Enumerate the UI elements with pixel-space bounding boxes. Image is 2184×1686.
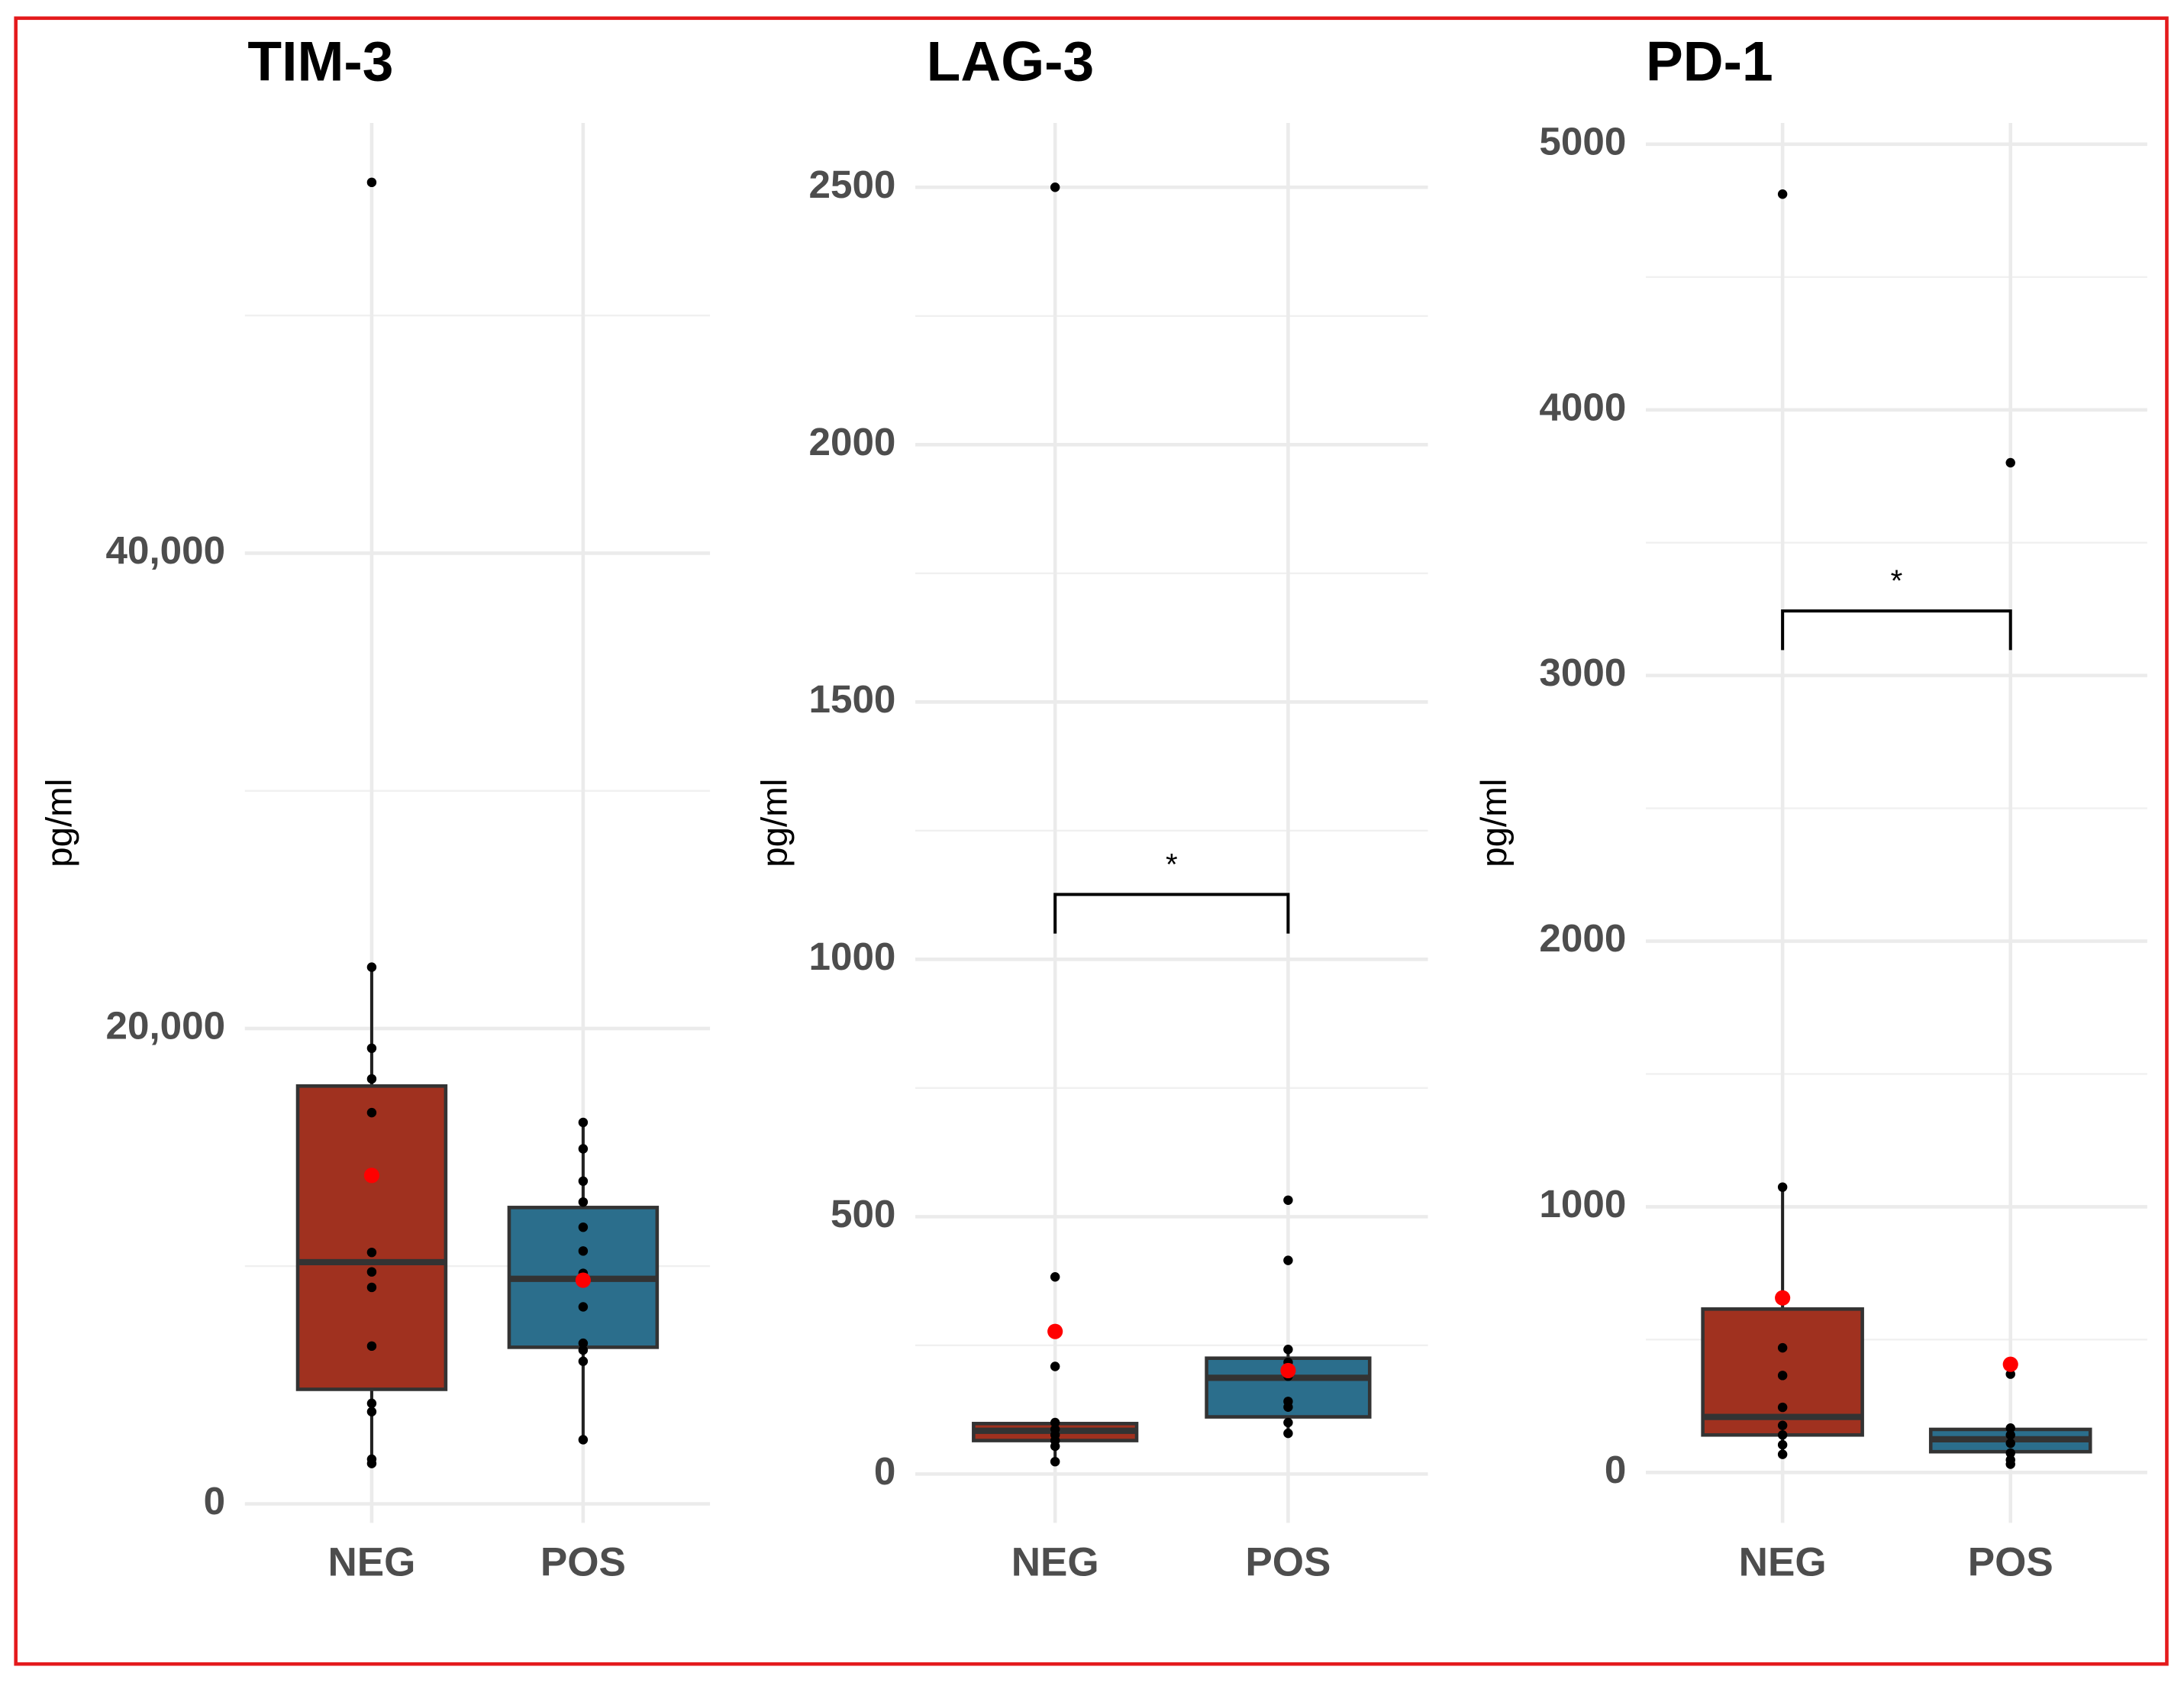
significance-label: *	[1166, 847, 1178, 881]
y-tick-label: 3000	[1539, 651, 1626, 694]
point	[1777, 1402, 1788, 1413]
point	[1777, 1449, 1788, 1459]
x-tick-label: POS	[540, 1539, 626, 1584]
significance-bracket	[1053, 893, 1290, 934]
point	[1050, 1441, 1060, 1452]
mean	[1775, 1290, 1791, 1306]
y-tick-label: 0	[874, 1449, 896, 1493]
point	[2005, 1448, 2015, 1458]
point	[1283, 1428, 1293, 1439]
y-tick-label: 0	[204, 1479, 226, 1523]
point	[1050, 1361, 1060, 1371]
y-axis-label: pg/ml	[1474, 779, 1515, 867]
panel-title: TIM-3	[247, 30, 393, 92]
point	[1283, 1255, 1293, 1265]
point	[1777, 1182, 1788, 1192]
point	[2005, 1430, 2015, 1440]
point	[366, 1043, 377, 1054]
mean	[2002, 1356, 2018, 1372]
y-tick-label: 2000	[1539, 916, 1626, 960]
mean	[1047, 1323, 1063, 1339]
y-tick-label: 0	[1605, 1448, 1627, 1491]
significance-label: *	[1891, 564, 1903, 598]
point	[1283, 1195, 1293, 1206]
point	[578, 1435, 589, 1445]
point	[366, 1407, 377, 1416]
x-tick-label: NEG	[327, 1539, 415, 1584]
significance-bracket	[1781, 609, 2012, 651]
panel-title: PD-1	[1646, 30, 1773, 92]
point	[578, 1356, 589, 1366]
point	[1777, 1420, 1788, 1430]
point	[1777, 1439, 1788, 1450]
point	[1283, 1345, 1293, 1355]
point	[1050, 1456, 1060, 1467]
point	[2005, 1369, 2015, 1379]
y-tick-label: 1000	[1539, 1182, 1626, 1226]
y-tick-label: 4000	[1539, 385, 1626, 428]
mean	[1280, 1362, 1296, 1378]
point	[578, 1246, 589, 1256]
point	[2005, 457, 2015, 468]
point	[578, 1222, 589, 1232]
y-tick-label: 2000	[808, 420, 895, 463]
y-axis-label: pg/ml	[40, 779, 80, 867]
point	[1050, 182, 1060, 192]
point	[1050, 1271, 1060, 1282]
point	[578, 1338, 589, 1348]
point	[578, 1302, 589, 1312]
x-tick-label: NEG	[1011, 1539, 1099, 1584]
y-tick-label: 5000	[1539, 119, 1626, 163]
y-tick-label: 500	[831, 1192, 895, 1235]
x-tick-label: NEG	[1739, 1539, 1827, 1584]
point	[366, 1341, 377, 1352]
point	[2005, 1459, 2015, 1469]
y-axis-label: pg/ml	[754, 779, 795, 867]
x-tick-label: POS	[1968, 1539, 2053, 1584]
point	[366, 1282, 377, 1293]
point	[1283, 1417, 1293, 1428]
point	[366, 1458, 377, 1468]
point	[1777, 1342, 1788, 1353]
point	[366, 1074, 377, 1084]
y-tick-label: 1000	[808, 935, 895, 978]
point	[2005, 1423, 2015, 1433]
point	[366, 177, 377, 188]
point	[578, 1117, 589, 1128]
point	[1283, 1402, 1293, 1412]
point	[578, 1197, 589, 1207]
point	[1777, 1430, 1788, 1440]
y-tick-label: 2500	[808, 163, 895, 206]
point	[1777, 1371, 1788, 1381]
y-tick-label: 1500	[808, 677, 895, 721]
y-tick-label: 20,000	[105, 1003, 225, 1047]
point	[578, 1144, 589, 1154]
point	[578, 1345, 589, 1355]
point	[1777, 189, 1788, 199]
point	[366, 962, 377, 972]
panel-title: LAG-3	[927, 30, 1095, 92]
point	[366, 1107, 377, 1118]
point	[2005, 1438, 2015, 1449]
point	[1050, 1417, 1060, 1428]
x-tick-label: POS	[1245, 1539, 1331, 1584]
point	[366, 1267, 377, 1277]
box	[295, 1084, 448, 1391]
point	[366, 1398, 377, 1409]
mean	[575, 1272, 591, 1288]
y-tick-label: 40,000	[105, 528, 225, 572]
mean	[363, 1168, 380, 1184]
point	[366, 1247, 377, 1258]
point	[578, 1176, 589, 1187]
